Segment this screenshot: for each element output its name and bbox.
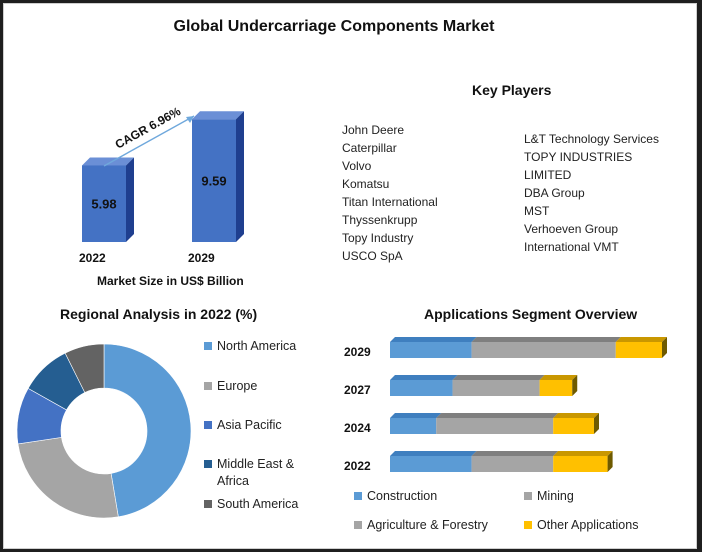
app-bar-side	[594, 413, 599, 434]
app-bar-side	[572, 375, 578, 396]
app-bar-side	[662, 337, 667, 358]
donut-slice-europe	[17, 437, 119, 519]
legend-label: Construction	[367, 489, 438, 503]
donut-slice-north-america	[103, 343, 192, 518]
key-player-left-6: Topy Industry	[342, 231, 414, 245]
legend-label: Asia Pacific	[217, 418, 282, 432]
cagr-arrow-head	[186, 116, 194, 123]
donut-slice-south-america	[64, 343, 105, 393]
market-bar-2022: 5.98	[82, 157, 134, 242]
market-size-caption: Market Size in US$ Billion	[97, 274, 244, 288]
regional-legend-item: Asia Pacific	[204, 417, 314, 434]
regional-legend-item: Middle East & Africa	[204, 456, 314, 490]
key-player-right-1: TOPY INDUSTRIES	[524, 150, 633, 164]
key-player-right-0: L&T Technology Services	[524, 132, 659, 146]
app-bar-2029-other-applications	[615, 337, 667, 358]
key-player-left-5: Thyssenkrupp	[342, 213, 418, 227]
applications-title: Applications Segment Overview	[424, 306, 638, 322]
regional-title: Regional Analysis in 2022 (%)	[60, 306, 258, 322]
app-bar-2029-mining	[471, 337, 621, 358]
applications-legend-item: Agriculture & Forestry	[354, 517, 488, 534]
legend-swatch	[354, 492, 362, 500]
market-bar-value-2029: 9.59	[201, 174, 226, 189]
key-player-right-4: MST	[524, 204, 550, 218]
legend-swatch	[204, 460, 212, 468]
market-year-2022: 2022	[79, 251, 106, 265]
legend-label: Middle East & Africa	[217, 457, 295, 488]
legend-label: North America	[217, 339, 297, 353]
app-bar-2027-other-applications	[539, 375, 578, 396]
key-player-right-3: DBA Group	[524, 186, 585, 200]
legend-label: South America	[217, 497, 299, 511]
legend-swatch	[354, 521, 362, 529]
applications-legend-item: Construction	[354, 488, 437, 505]
app-bar-2022-mining	[471, 451, 559, 472]
key-player-right-2: LIMITED	[524, 168, 572, 182]
legend-swatch	[204, 382, 212, 390]
app-bar-2022-construction	[390, 451, 477, 472]
key-player-left-2: Volvo	[342, 159, 372, 173]
applications-legend-item: Mining	[524, 488, 574, 505]
market-bar-2029: 9.59	[192, 111, 244, 242]
regional-legend-item: South America	[204, 496, 314, 513]
app-bar-2024-other-applications	[553, 413, 599, 434]
app-bar-2022-other-applications	[553, 451, 613, 472]
key-player-right-5: Verhoeven Group	[524, 222, 619, 236]
legend-label: Other Applications	[537, 518, 639, 532]
legend-label: Mining	[537, 489, 574, 503]
infographic-frame: Global Undercarriage Components Market 5…	[3, 3, 697, 549]
app-bar-2029-construction	[390, 337, 477, 358]
legend-swatch	[204, 342, 212, 350]
app-bar-side	[607, 451, 613, 472]
app-year-label-2029: 2029	[344, 345, 371, 359]
app-bar-2027-mining	[452, 375, 545, 396]
legend-swatch	[204, 421, 212, 429]
app-bar-2027-construction	[390, 375, 458, 396]
page-title: Global Undercarriage Components Market	[173, 18, 495, 35]
market-bar-value-2022: 5.98	[91, 197, 116, 212]
applications-legend-item: Other Applications	[524, 517, 638, 534]
app-year-label-2024: 2024	[344, 421, 371, 435]
market-year-2029: 2029	[188, 251, 215, 265]
app-bar-2024-construction	[390, 413, 442, 434]
key-player-left-3: Komatsu	[342, 177, 390, 191]
key-players-title: Key Players	[472, 82, 552, 98]
applications-bar-chart: 2029 2027 2024 2022	[344, 337, 667, 473]
key-player-left-7: USCO SpA	[342, 249, 403, 263]
regional-legend-item: Europe	[204, 378, 314, 395]
app-bar-2024-mining	[436, 413, 559, 434]
regional-donut-chart	[16, 343, 192, 519]
app-year-label-2022: 2022	[344, 459, 371, 473]
legend-swatch	[524, 521, 532, 529]
legend-label: Agriculture & Forestry	[367, 518, 488, 532]
key-player-left-0: John Deere	[342, 123, 405, 137]
app-year-label-2027: 2027	[344, 383, 371, 397]
regional-legend-item: North America	[204, 338, 314, 355]
key-players-right-list: L&T Technology Services TOPY INDUSTRIES LI…	[524, 130, 659, 256]
key-player-left-4: Titan International	[342, 195, 438, 209]
key-player-left-1: Caterpillar	[342, 141, 397, 155]
key-player-right-6: International VMT	[524, 240, 619, 254]
legend-label: Europe	[217, 379, 258, 393]
key-players-left-list: John Deere Caterpillar Volvo Komatsu Titan I…	[342, 121, 438, 265]
legend-swatch	[204, 500, 212, 508]
legend-swatch	[524, 492, 532, 500]
cagr-arrow	[103, 115, 195, 167]
market-size-chart: 5.989.59 CAGR 6.96%	[82, 104, 244, 242]
